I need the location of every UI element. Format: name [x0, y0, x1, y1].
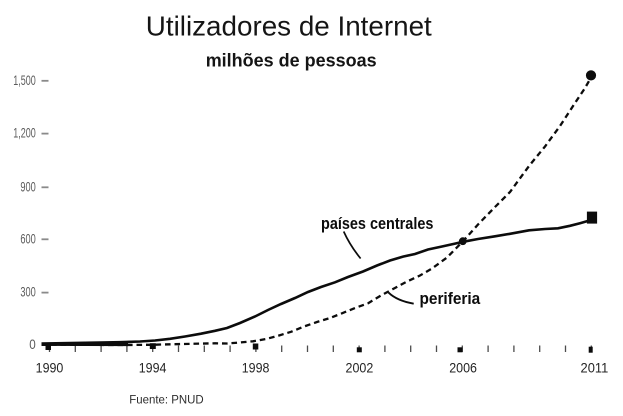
svg-text:1990: 1990: [36, 360, 64, 376]
svg-text:1,200: 1,200: [13, 125, 36, 141]
svg-text:0: 0: [29, 336, 36, 352]
svg-text:1,500: 1,500: [13, 72, 36, 88]
svg-text:300: 300: [20, 284, 36, 300]
svg-text:Fuente: PNUD: Fuente: PNUD: [129, 392, 204, 406]
svg-text:periferia: periferia: [420, 289, 481, 308]
svg-text:Utilizadores de Internet: Utilizadores de Internet: [146, 10, 432, 41]
svg-text:1998: 1998: [242, 360, 270, 376]
svg-text:2002: 2002: [346, 360, 374, 376]
svg-text:1994: 1994: [139, 360, 167, 376]
svg-text:2006: 2006: [449, 360, 477, 376]
svg-text:países centrales: países centrales: [321, 214, 433, 233]
svg-text:milhões de pessoas: milhões de pessoas: [206, 50, 377, 70]
svg-text:2011: 2011: [581, 360, 609, 376]
svg-text:900: 900: [20, 178, 36, 194]
svg-text:600: 600: [20, 230, 36, 246]
